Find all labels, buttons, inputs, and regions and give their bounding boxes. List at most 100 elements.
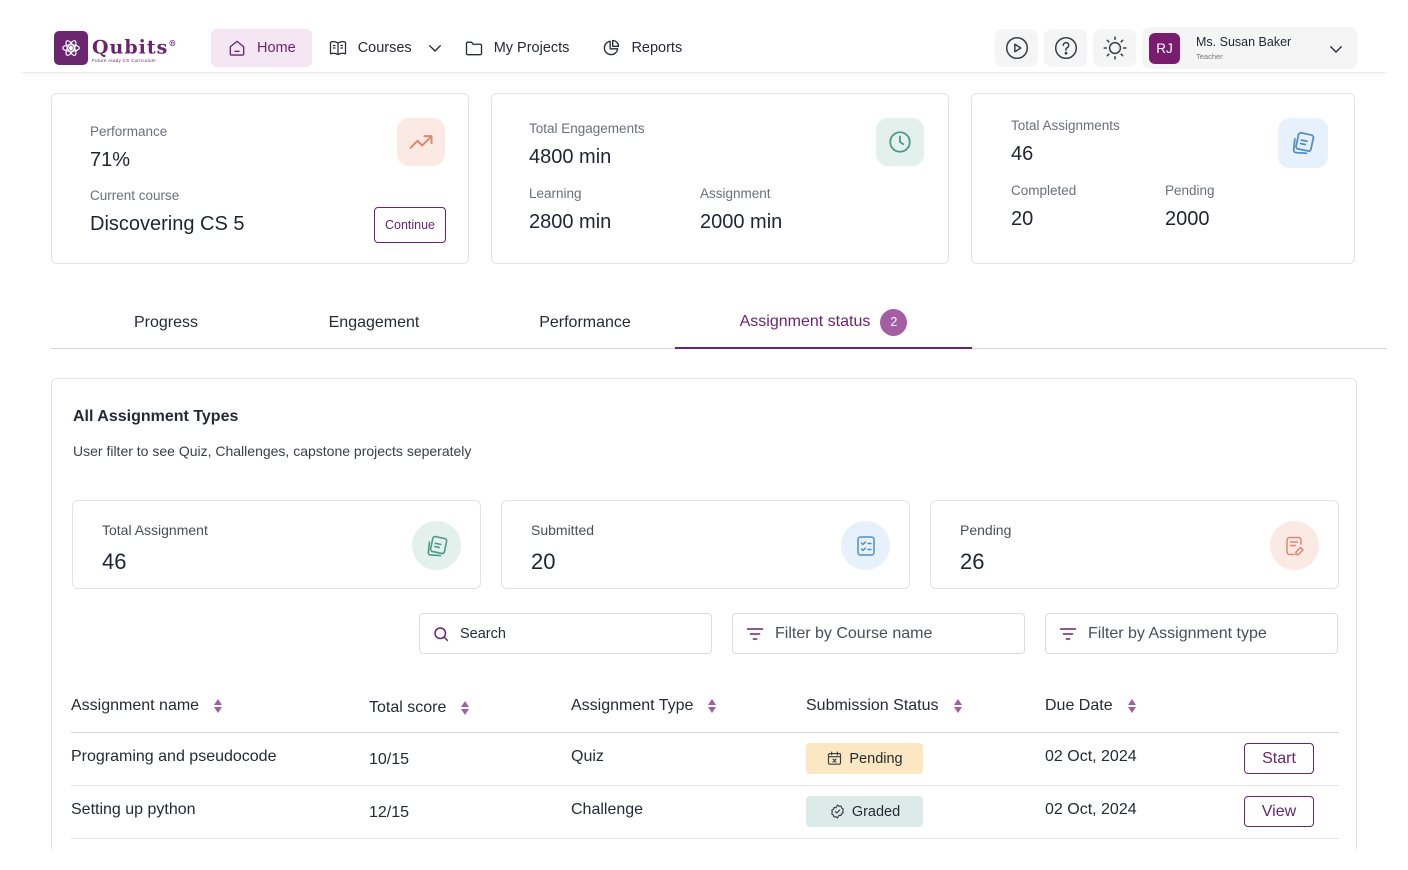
clock-icon: [876, 118, 924, 166]
learning-value: 2800 min: [529, 211, 612, 233]
main-nav: Home Courses My Projects Reports: [211, 29, 698, 67]
total-score-cell: 10/15: [369, 751, 410, 768]
trending-up-icon: [397, 118, 445, 166]
nav-my-projects[interactable]: My Projects: [450, 29, 586, 67]
avatar: RJ: [1149, 32, 1180, 64]
current-course-label: Current course: [90, 188, 180, 203]
atom-chip-icon: [54, 31, 88, 65]
assignment-name-cell: Setting up python: [71, 801, 196, 818]
assignment-type-filter-placeholder: Filter by Assignment type: [1088, 624, 1267, 642]
badge-check-icon: [831, 804, 844, 819]
course-filter-placeholder: Filter by Course name: [775, 624, 933, 642]
search-icon: [434, 626, 449, 641]
sort-icon: [953, 699, 962, 713]
sort-icon: [461, 701, 470, 715]
total-engagements-value: 4800 min: [529, 146, 612, 168]
summary-label: Total Assignment: [102, 522, 208, 538]
summary-value: 26: [960, 549, 985, 574]
status-badge: Graded: [806, 796, 923, 827]
column-assignment-name[interactable]: Assignment name: [71, 697, 223, 715]
tab-performance[interactable]: Performance: [539, 314, 631, 331]
learning-label: Learning: [529, 186, 582, 201]
assignment-name-cell: Programing and pseudocode: [71, 748, 277, 765]
nav-reports-label: Reports: [631, 40, 683, 56]
due-date-cell: 02 Oct, 2024: [1045, 748, 1137, 765]
pie-chart-icon: [604, 39, 620, 56]
courses-dropdown-toggle[interactable]: [420, 29, 450, 67]
help-circle-icon: [1054, 36, 1077, 60]
nav-home[interactable]: Home: [211, 29, 312, 67]
row-divider: [71, 838, 1339, 839]
column-total-score[interactable]: Total score: [369, 699, 470, 717]
assignment-panel: All Assignment Types User filter to see …: [51, 378, 1357, 849]
theme-toggle-button[interactable]: [1093, 29, 1136, 67]
play-circle-icon: [1005, 36, 1028, 60]
summary-total-assignment: Total Assignment 46: [72, 500, 481, 589]
current-course-name: Discovering CS 5: [90, 213, 245, 235]
completed-label: Completed: [1011, 183, 1077, 198]
nav-my-projects-label: My Projects: [493, 40, 570, 56]
table-header-divider: [71, 732, 1339, 733]
calendar-x-icon: [828, 751, 842, 765]
view-button[interactable]: View: [1244, 796, 1314, 827]
panel-title: All Assignment Types: [73, 408, 239, 425]
total-assignments-value: 46: [1011, 143, 1034, 165]
sort-icon: [214, 699, 223, 713]
tab-assignment-status[interactable]: Assignment status 2: [675, 297, 972, 349]
continue-button[interactable]: Continue: [374, 207, 446, 243]
course-filter[interactable]: Filter by Course name: [732, 613, 1025, 654]
play-button[interactable]: [995, 29, 1038, 67]
logo[interactable]: Qubits® Future ready CS Curriculum: [54, 28, 177, 68]
nav-reports[interactable]: Reports: [585, 29, 698, 67]
user-menu[interactable]: RJ Ms. Susan Baker Teacher: [1142, 27, 1357, 69]
app-frame: Qubits® Future ready CS Curriculum Home …: [21, 0, 1387, 849]
performance-card: Performance 71% Current course Discoveri…: [51, 93, 469, 264]
start-button[interactable]: Start: [1244, 743, 1314, 774]
status-badge: Pending: [806, 743, 923, 774]
summary-value: 20: [531, 549, 556, 574]
chevron-down-icon: [428, 45, 441, 52]
total-engagements-label: Total Engagements: [529, 121, 645, 136]
filter-icon: [746, 627, 764, 640]
engagement-card: Total Engagements 4800 min Learning 2800…: [491, 93, 949, 264]
summary-value: 46: [102, 549, 127, 574]
summary-label: Submitted: [531, 522, 595, 538]
search-input[interactable]: Search: [419, 613, 712, 654]
summary-pending: Pending 26: [930, 500, 1339, 589]
top-bar: Qubits® Future ready CS Curriculum Home …: [21, 0, 1387, 73]
logo-wordmark: Qubits®: [92, 36, 178, 59]
total-score-cell: 12/15: [369, 804, 410, 821]
completed-value: 20: [1011, 208, 1034, 230]
assignment-type-cell: Quiz: [571, 748, 604, 765]
tab-bar: Progress Engagement Performance Assignme…: [51, 297, 1387, 349]
row-divider: [71, 785, 1339, 786]
nav-home-label: Home: [257, 40, 296, 56]
assignment-type-filter[interactable]: Filter by Assignment type: [1045, 613, 1338, 654]
help-button[interactable]: [1044, 29, 1087, 67]
assignments-card: Total Assignments 46 Completed 20 Pendin…: [971, 93, 1355, 264]
assignment-type-cell: Challenge: [571, 801, 644, 818]
book-icon: [329, 40, 346, 56]
assignment-time-value: 2000 min: [700, 211, 783, 233]
sort-icon: [1127, 699, 1136, 713]
edit-doc-icon: [1270, 521, 1319, 570]
tab-assignment-status-label: Assignment status: [739, 313, 871, 330]
due-date-cell: 02 Oct, 2024: [1045, 801, 1137, 818]
user-name: Ms. Susan Baker: [1196, 35, 1292, 49]
column-assignment-type[interactable]: Assignment Type: [571, 697, 717, 715]
checklist-icon: [841, 521, 890, 570]
summary-submitted: Submitted 20: [501, 500, 910, 589]
panel-subtitle: User filter to see Quiz, Challenges, cap…: [73, 443, 472, 459]
summary-label: Pending: [960, 522, 1012, 538]
nav-courses[interactable]: Courses: [312, 29, 420, 67]
column-submission-status[interactable]: Submission Status: [806, 697, 963, 715]
cards-icon: [412, 521, 461, 570]
column-due-date[interactable]: Due Date: [1045, 697, 1137, 715]
user-role: Teacher: [1196, 52, 1223, 61]
tab-progress[interactable]: Progress: [133, 314, 199, 331]
tab-engagement[interactable]: Engagement: [328, 314, 420, 331]
top-actions: [995, 29, 1142, 67]
pending-label: Pending: [1165, 183, 1215, 198]
filter-icon: [1059, 627, 1077, 640]
nav-courses-label: Courses: [357, 40, 412, 56]
